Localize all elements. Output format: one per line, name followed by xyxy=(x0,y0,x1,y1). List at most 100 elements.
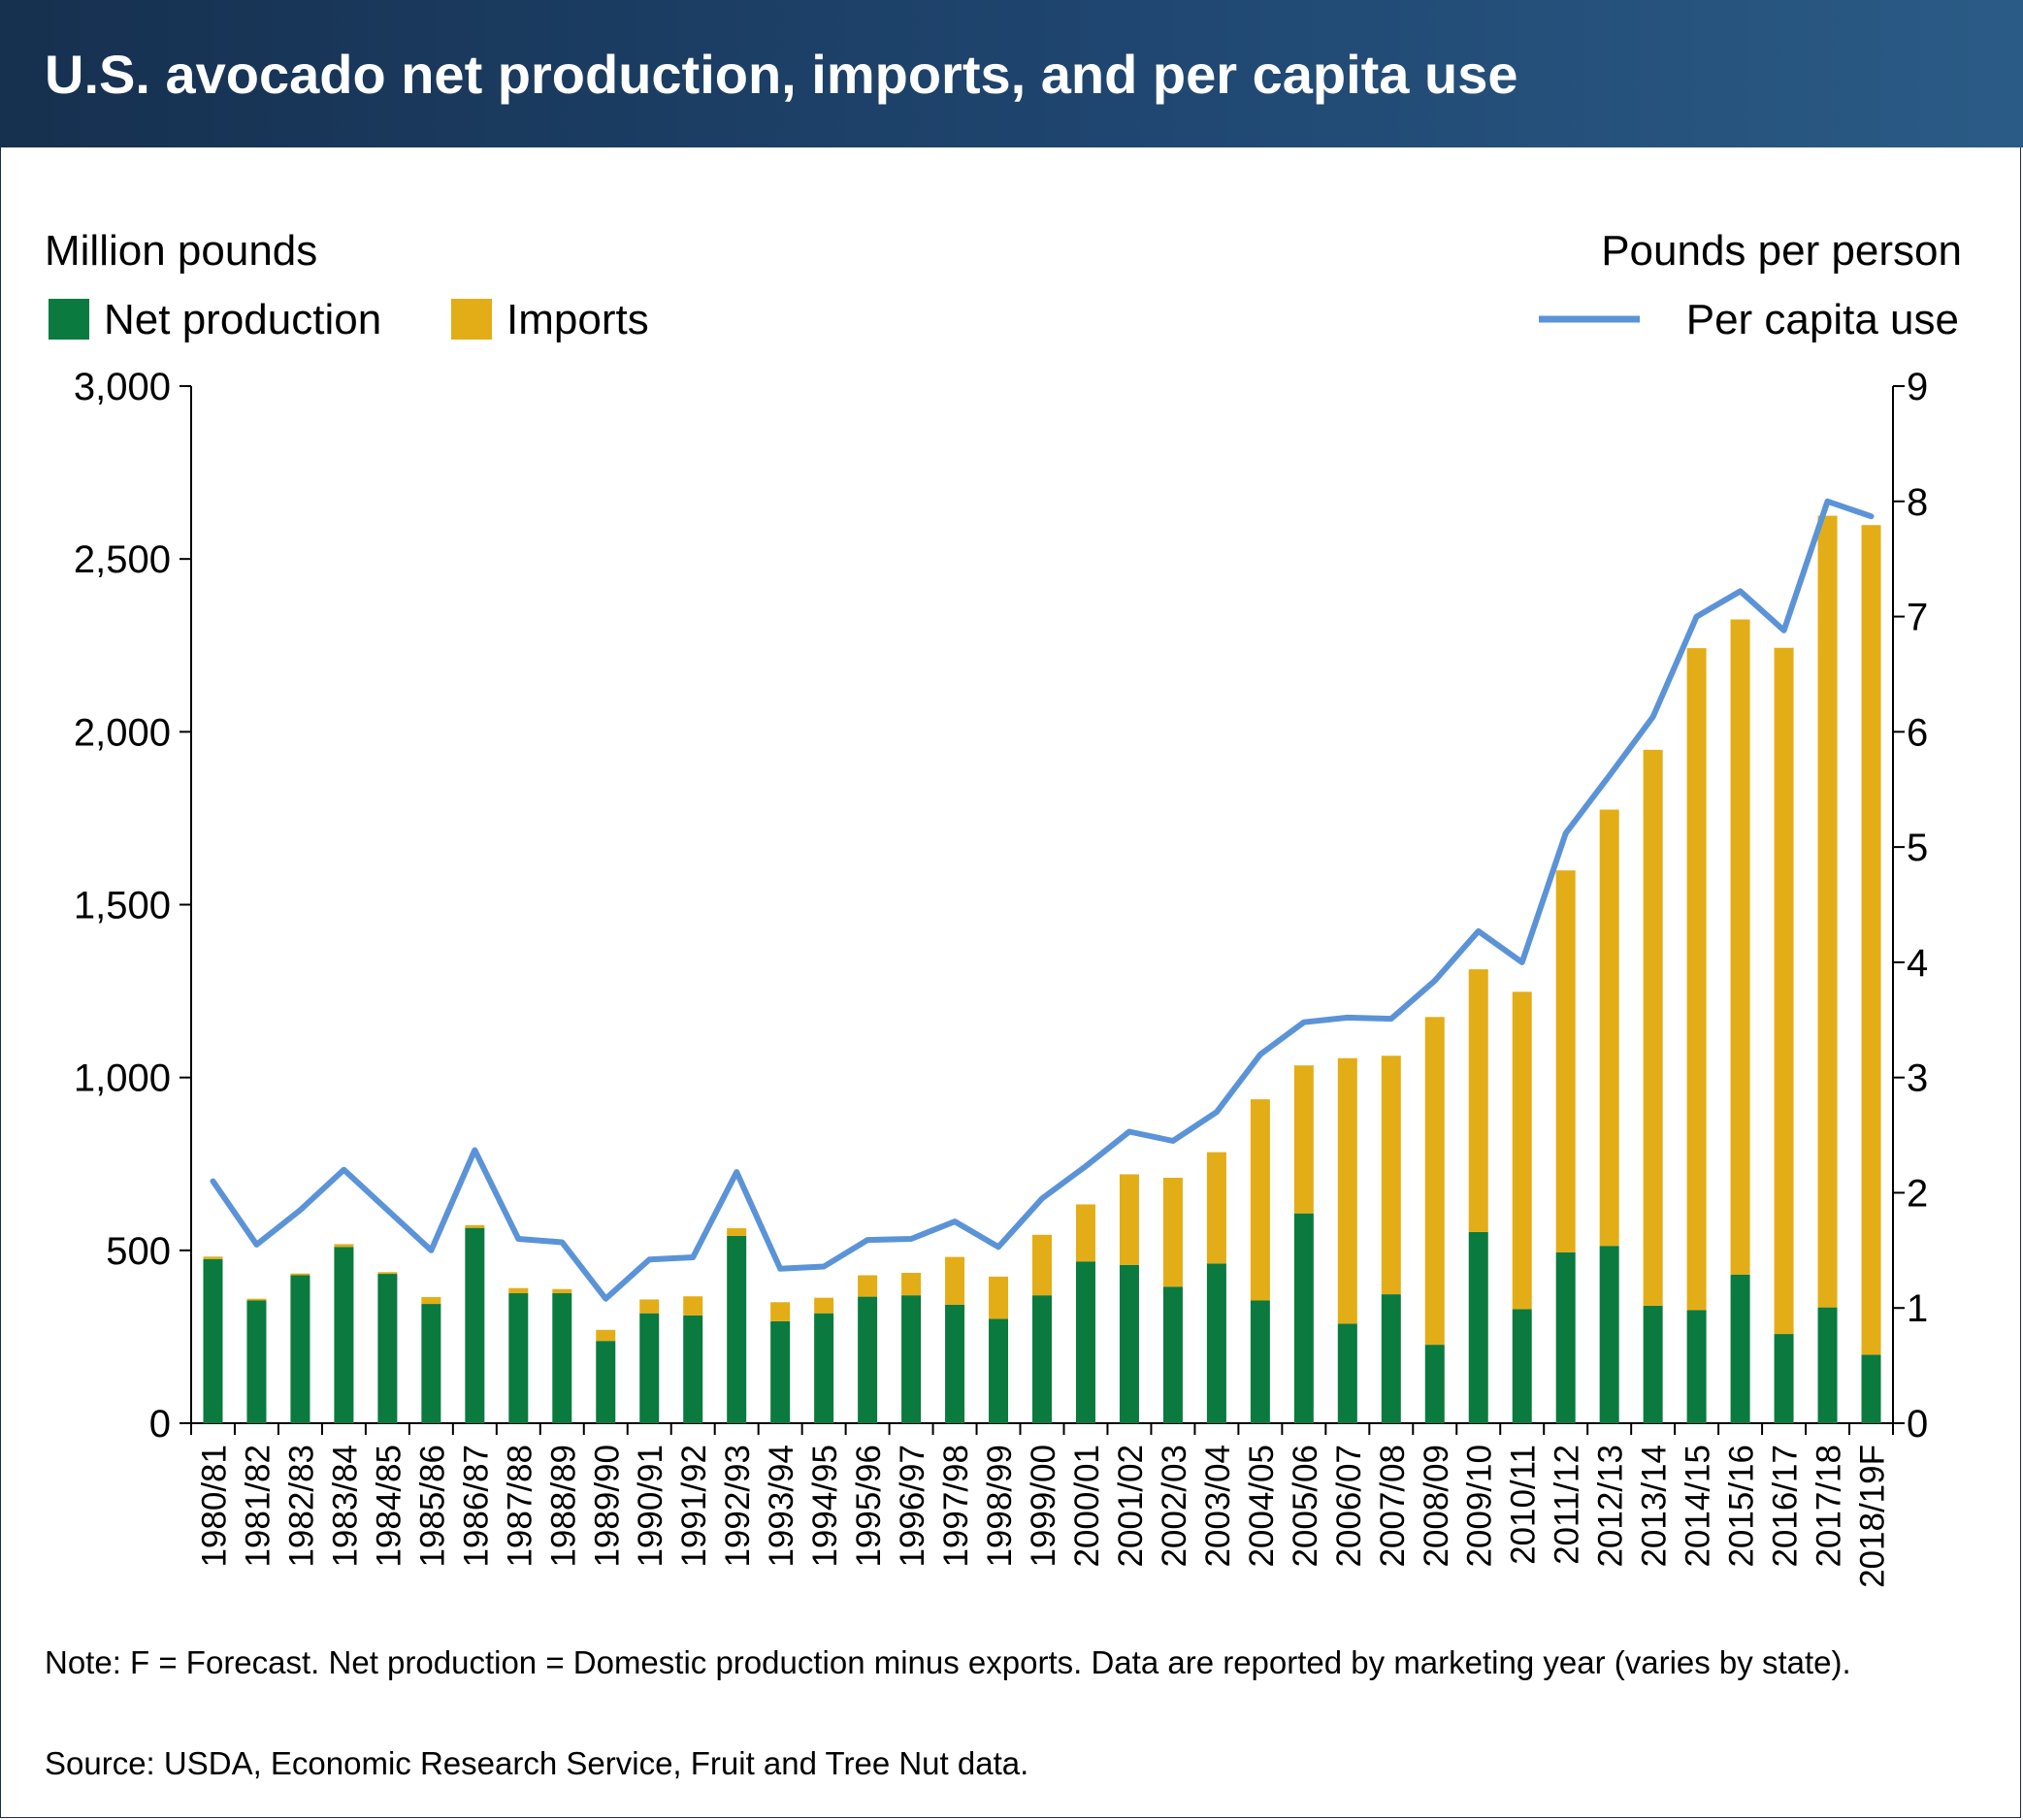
x-tick-label: 1989/90 xyxy=(588,1445,626,1568)
bar-imports xyxy=(334,1244,354,1248)
left-tick-label: 1,500 xyxy=(74,885,171,927)
bar-net-production xyxy=(1250,1300,1270,1423)
bar-net-production xyxy=(246,1300,267,1423)
bar-net-production xyxy=(1381,1294,1401,1423)
bar-net-production xyxy=(858,1296,878,1423)
x-tick-label: 2014/15 xyxy=(1680,1445,1717,1568)
bar-net-production xyxy=(1468,1231,1488,1423)
x-tick-label: 2018/19F xyxy=(1854,1445,1892,1588)
bar-imports xyxy=(683,1296,703,1316)
bar-net-production xyxy=(1730,1274,1750,1423)
x-tick-label: 1987/88 xyxy=(501,1445,538,1568)
chart-note: Note: F = Forecast. Net production = Dom… xyxy=(45,1644,1851,1680)
bar-imports xyxy=(1075,1204,1095,1262)
right-tick-label: 0 xyxy=(1907,1403,1928,1446)
bar-net-production xyxy=(1512,1309,1532,1423)
x-tick-label: 2001/02 xyxy=(1112,1445,1150,1568)
bar-net-production xyxy=(989,1318,1009,1423)
bar-imports xyxy=(508,1287,529,1294)
bar-imports xyxy=(727,1228,747,1236)
bar-net-production xyxy=(1643,1305,1663,1423)
bar-net-production xyxy=(1774,1334,1794,1423)
bar-net-production xyxy=(508,1293,529,1423)
x-tick-label: 2012/13 xyxy=(1592,1445,1630,1568)
x-tick-label: 1992/93 xyxy=(719,1445,757,1568)
bar-net-production xyxy=(770,1320,791,1423)
bar-net-production xyxy=(465,1227,485,1423)
bar-net-production xyxy=(1555,1251,1576,1423)
left-tick-label: 0 xyxy=(149,1403,171,1446)
right-tick-label: 6 xyxy=(1907,711,1928,754)
bar-net-production xyxy=(814,1313,834,1423)
bar-imports xyxy=(1599,809,1619,1247)
bar-imports xyxy=(901,1272,922,1296)
x-tick-label: 2008/09 xyxy=(1418,1445,1455,1568)
x-tick-label: 1999/00 xyxy=(1025,1445,1062,1568)
bar-imports xyxy=(1643,749,1663,1306)
legend-label-net-production: Net production xyxy=(104,296,381,343)
bar-imports xyxy=(1512,991,1532,1310)
x-tick-label: 1995/96 xyxy=(850,1445,888,1568)
left-tick-label: 500 xyxy=(106,1230,171,1273)
x-tick-label: 2009/10 xyxy=(1461,1445,1499,1568)
bar-imports xyxy=(1468,969,1488,1232)
x-tick-label: 1988/89 xyxy=(544,1445,582,1568)
bar-net-production xyxy=(1075,1261,1095,1423)
bar-net-production xyxy=(1162,1286,1183,1423)
bar-imports xyxy=(596,1329,616,1342)
x-tick-label: 1991/92 xyxy=(675,1445,713,1568)
x-tick-label: 1990/91 xyxy=(632,1445,669,1568)
bar-imports xyxy=(1555,870,1576,1252)
right-tick-label: 8 xyxy=(1907,481,1928,524)
right-axis-title: Pounds per person xyxy=(1601,227,1962,275)
bar-net-production xyxy=(421,1304,441,1423)
right-tick-label: 9 xyxy=(1907,366,1928,408)
bar-net-production xyxy=(901,1295,922,1423)
chart-source: Source: USDA, Economic Research Service,… xyxy=(45,1745,1029,1781)
bar-net-production xyxy=(1817,1307,1838,1423)
right-tick-label: 5 xyxy=(1907,827,1928,869)
legend-swatch-net-production xyxy=(49,299,89,340)
bar-imports xyxy=(1337,1057,1357,1324)
bar-imports xyxy=(290,1273,310,1276)
per-capita-line xyxy=(210,498,1875,1302)
bar-imports xyxy=(1686,648,1707,1311)
x-tick-label: 2010/11 xyxy=(1505,1445,1543,1565)
x-tick-label: 1982/83 xyxy=(282,1445,320,1568)
legend-swatch-imports xyxy=(451,299,492,340)
x-tick-label: 2005/06 xyxy=(1287,1445,1324,1568)
bar-imports xyxy=(1206,1152,1226,1264)
bar-imports xyxy=(1774,647,1794,1335)
right-tick-label: 3 xyxy=(1907,1057,1928,1100)
x-tick-label: 1994/95 xyxy=(806,1445,844,1568)
bar-net-production xyxy=(1599,1246,1619,1423)
bar-imports xyxy=(1032,1234,1052,1296)
x-tick-label: 2000/01 xyxy=(1068,1445,1106,1568)
bar-net-production xyxy=(334,1247,354,1423)
bar-imports xyxy=(639,1299,660,1314)
right-tick-label: 1 xyxy=(1907,1287,1928,1330)
right-tick-label: 4 xyxy=(1907,942,1928,985)
bar-imports xyxy=(814,1297,834,1314)
bar-imports xyxy=(246,1298,267,1301)
x-tick-label: 2004/05 xyxy=(1243,1445,1281,1568)
legend-label-per-capita: Per capita use xyxy=(1686,296,1959,343)
x-tick-label: 1998/99 xyxy=(981,1445,1019,1568)
x-tick-label: 1983/84 xyxy=(326,1445,364,1568)
x-tick-label: 1984/85 xyxy=(370,1445,408,1568)
x-tick-label: 1981/82 xyxy=(239,1445,277,1568)
left-tick-label: 2,500 xyxy=(74,538,171,581)
chart-title: U.S. avocado net production, imports, an… xyxy=(45,44,1518,105)
bar-imports xyxy=(552,1288,572,1294)
bar-net-production xyxy=(552,1293,572,1423)
x-tick-label: 1985/86 xyxy=(413,1445,451,1568)
bar-net-production xyxy=(1686,1310,1707,1423)
x-tick-label: 1997/98 xyxy=(937,1445,975,1568)
x-tick-label: 2006/07 xyxy=(1330,1445,1368,1568)
bar-imports xyxy=(1817,515,1838,1308)
right-tick-label: 7 xyxy=(1907,597,1928,639)
bar-imports xyxy=(1293,1065,1314,1214)
bar-imports xyxy=(377,1272,398,1275)
bar-net-production xyxy=(1206,1263,1226,1423)
